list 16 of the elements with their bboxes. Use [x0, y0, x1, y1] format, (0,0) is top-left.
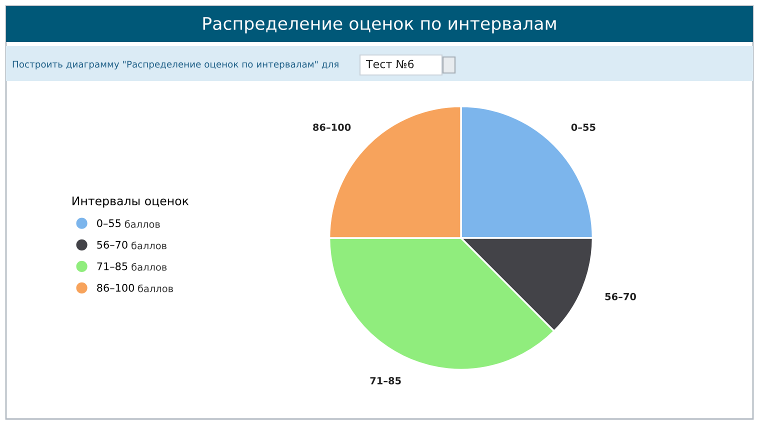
slice-label: 86–100 — [313, 124, 351, 131]
chart-title: Распределение оценок по интервалам — [203, 17, 556, 34]
text: баллов — [132, 242, 166, 250]
legend-label: 0–55 — [97, 219, 121, 228]
text: баллов — [138, 284, 173, 292]
legend-label: 56–70 — [97, 240, 128, 249]
legend-label: 71–85 — [97, 262, 128, 270]
text: баллов — [124, 220, 160, 228]
text: баллов — [132, 263, 167, 271]
chart-subtitle: Построить диаграмму "Распределение оценок по интервалам" для — [12, 60, 338, 70]
slice-label: 0–55 — [571, 124, 596, 131]
legend-title: Интервалы оценок — [72, 196, 189, 208]
text: Тест №6 — [366, 60, 414, 68]
slice-label: 56–70 — [605, 292, 636, 300]
legend-label: 86–100 — [97, 284, 134, 292]
slice-label: 71–85 — [370, 377, 401, 384]
